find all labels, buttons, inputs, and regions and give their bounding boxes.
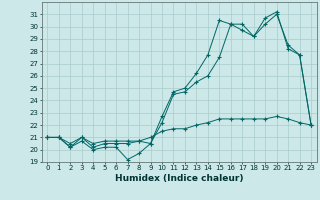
X-axis label: Humidex (Indice chaleur): Humidex (Indice chaleur) <box>115 174 244 183</box>
